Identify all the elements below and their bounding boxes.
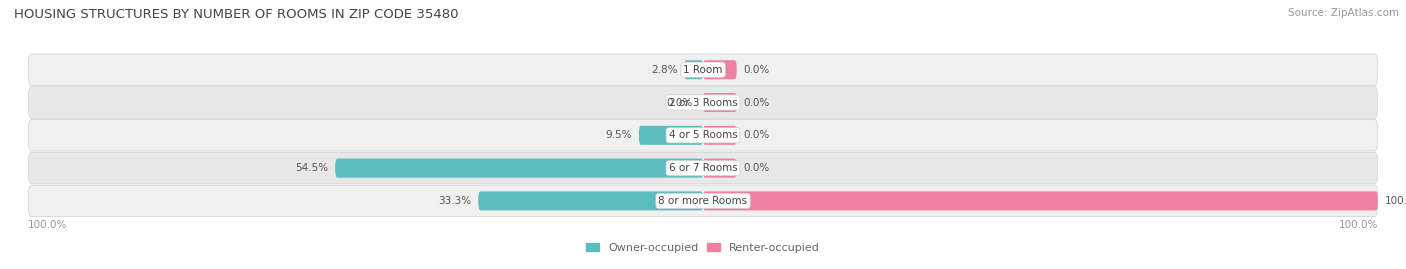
FancyBboxPatch shape — [685, 60, 703, 79]
Text: 33.3%: 33.3% — [439, 196, 471, 206]
Text: 0.0%: 0.0% — [744, 65, 769, 75]
FancyBboxPatch shape — [28, 87, 1378, 118]
FancyBboxPatch shape — [335, 159, 703, 178]
Text: HOUSING STRUCTURES BY NUMBER OF ROOMS IN ZIP CODE 35480: HOUSING STRUCTURES BY NUMBER OF ROOMS IN… — [14, 8, 458, 21]
FancyBboxPatch shape — [703, 93, 737, 112]
Text: 100.0%: 100.0% — [1385, 196, 1406, 206]
FancyBboxPatch shape — [28, 185, 1378, 217]
Text: 0.0%: 0.0% — [744, 98, 769, 108]
Text: 9.5%: 9.5% — [606, 130, 633, 140]
Legend: Owner-occupied, Renter-occupied: Owner-occupied, Renter-occupied — [586, 243, 820, 253]
Text: 6 or 7 Rooms: 6 or 7 Rooms — [669, 163, 737, 173]
Text: 8 or more Rooms: 8 or more Rooms — [658, 196, 748, 206]
Text: 4 or 5 Rooms: 4 or 5 Rooms — [669, 130, 737, 140]
FancyBboxPatch shape — [703, 159, 737, 178]
Text: 2 or 3 Rooms: 2 or 3 Rooms — [669, 98, 737, 108]
FancyBboxPatch shape — [703, 60, 737, 79]
FancyBboxPatch shape — [28, 54, 1378, 86]
FancyBboxPatch shape — [703, 126, 737, 145]
Text: 100.0%: 100.0% — [28, 220, 67, 230]
FancyBboxPatch shape — [28, 120, 1378, 151]
FancyBboxPatch shape — [28, 152, 1378, 184]
Text: 100.0%: 100.0% — [1339, 220, 1378, 230]
Text: Source: ZipAtlas.com: Source: ZipAtlas.com — [1288, 8, 1399, 18]
Text: 1 Room: 1 Room — [683, 65, 723, 75]
FancyBboxPatch shape — [703, 192, 1378, 210]
Text: 0.0%: 0.0% — [666, 98, 693, 108]
Text: 2.8%: 2.8% — [651, 65, 678, 75]
Text: 0.0%: 0.0% — [744, 130, 769, 140]
FancyBboxPatch shape — [638, 126, 703, 145]
Text: 54.5%: 54.5% — [295, 163, 329, 173]
FancyBboxPatch shape — [478, 192, 703, 210]
Text: 0.0%: 0.0% — [744, 163, 769, 173]
